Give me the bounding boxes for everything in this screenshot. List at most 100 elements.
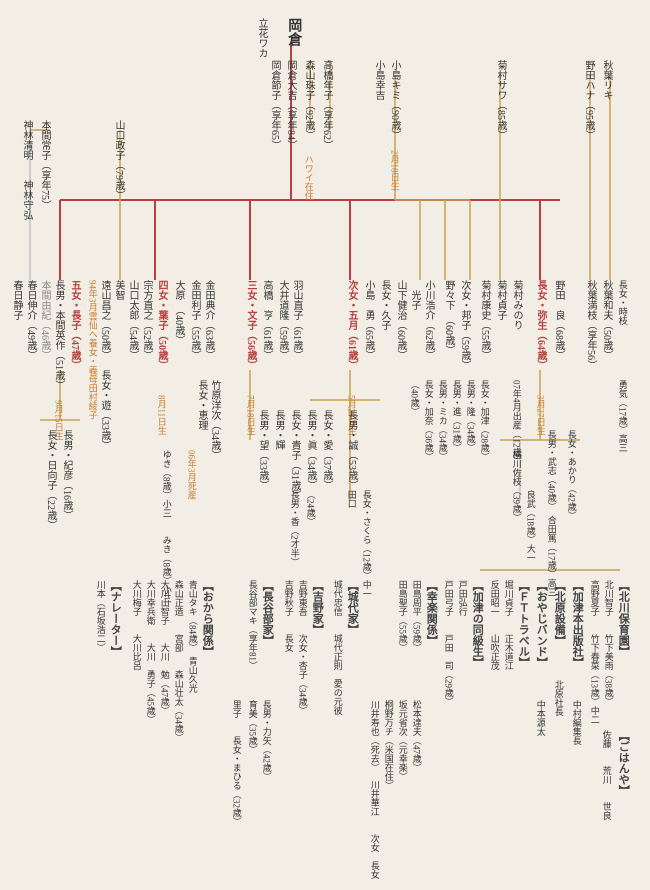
kikumura-sawa: 菊村サワ（85歳） <box>494 60 507 140</box>
noda-takeshi: 長男・武志（40歳） 合田篤（17歳）高三 <box>545 430 557 597</box>
moriyama-note: ハワイ在住 <box>302 155 314 200</box>
takahashi-tooru: 高橋 亨（61歳） <box>260 280 273 360</box>
akiba-mitako: 秋葉満枝（享年56） <box>584 280 597 370</box>
hasegabe-ikumi: 育美（35歳） <box>246 700 258 754</box>
tajima-shuhei: 田島周平（59歳） <box>410 580 422 652</box>
sec-kitahara: 北原設備 <box>552 580 566 646</box>
sec-kazu-pub: 加津本出版社 <box>570 580 584 668</box>
d4-note: 8月11日生 <box>155 395 167 435</box>
daughter-2: 次女・五月（61歳） <box>345 280 358 370</box>
yamaguchi-masako: 山口政子（79歳） <box>112 120 125 200</box>
sec-yoshino: 吉野家 <box>310 580 324 635</box>
honma-tsuneko: 本間常子（享年75） <box>38 120 51 210</box>
akiba-riki: 秋葉リキ <box>600 60 613 100</box>
moriyama-tamako: 森山珠子（92歳） <box>302 60 315 140</box>
kawai: 川井寿也（死去） <box>368 700 380 772</box>
takahashi-nozomi: 長男・望（33歳） <box>256 410 269 490</box>
tachibana-waka: 立花ワカ <box>255 18 268 58</box>
kirino: 桐野万チ（米国在住） <box>382 700 394 790</box>
yoshino-touko: 吉野東吾 次女・杏子（34歳） <box>296 580 308 715</box>
kawai-hanae: 川井華江 次女 長女 <box>368 780 380 879</box>
sec-koraku: 幸楽関係 <box>424 580 438 646</box>
daughter-5: 五女・長子（47歳） <box>68 280 81 370</box>
ookawa-umeko: 大川梅子 大川比呂 <box>130 580 142 670</box>
moriyama-shouzou: 森山正造 宮部 森山壮太（34歳） <box>172 580 184 742</box>
oyaji: 中本源太 <box>534 700 546 736</box>
noda-ryou: 野田 良（68歳） <box>552 280 565 360</box>
takahashi-ai2: （24歳） <box>304 490 316 526</box>
hasegabe-rikiya: 長男・力矢（42歳） <box>260 700 272 781</box>
d1-note: 3月27日生 <box>534 395 546 436</box>
noda-hana: 野田ハナ（95歳） <box>582 60 595 140</box>
noguchi-parent: 野々下 （60歳） <box>442 280 455 355</box>
yamashita-kouko: 光子 <box>408 280 421 310</box>
gohanya-people: 佐藤 荒川 世良 <box>600 730 612 820</box>
kitahara: 北原社長 <box>552 680 564 716</box>
yoshino-akiko: 吉野秋子 長女 <box>282 580 294 652</box>
sec-gohanya: ごはんや <box>616 730 630 796</box>
takano-natsuko: 高野夏子 竹下春菜（13歳）中二 <box>588 580 600 724</box>
noguchi-kazu: 長女・加津（28歳） <box>478 380 490 461</box>
noda-akari: 長女・あかり（42歳） <box>565 430 577 520</box>
munakata: 宗方直之（52歳） <box>140 280 153 360</box>
honma-norihiko: 長男・紀彦（16歳） <box>60 430 73 520</box>
hasegabe-riko: 里子 長女・まひる（32歳） <box>230 700 242 826</box>
takahashi-teru: 長男・輝 <box>272 410 285 450</box>
kazu-pub: 中村編集長 <box>570 700 582 745</box>
kikumura-minori: 菊村みのり <box>510 280 523 330</box>
kaneda-nobusuke: 金田典介（63歳） <box>202 280 215 360</box>
kojima-sakura: 長女・さくら（12歳）中一 <box>360 490 372 598</box>
kojima-kimi: 小島キミ（90歳） <box>388 60 401 140</box>
kasuga-shinsuke: 春日伸介（49歳） <box>24 280 37 360</box>
sec-ft: ＦＴトラベル <box>516 580 530 668</box>
tooyama-masayo: 遠山昌之（50歳） <box>98 280 111 360</box>
sec-hasegabe: 長谷部家 <box>260 580 274 646</box>
handa: 反田昭一 山吹正茂 <box>488 580 500 670</box>
takahashi-ai: 長女・愛（37歳） <box>320 410 333 490</box>
sec-kazu-class: 加津の同級生 <box>470 580 484 668</box>
hasegabe-maki: 長谷部マキ（享年81） <box>246 580 258 670</box>
takahashi-takako: 長女・貴子（31歳） <box>288 410 301 500</box>
sakamoto: 坂元省次（元幸楽） <box>396 700 408 781</box>
daughter-1: 長女・弥生（64歳） <box>534 280 547 370</box>
shiroda: 城代忠信 城代正則 愛の元彼 <box>331 580 343 715</box>
kojima-isamu: 小島 勇（65歳） <box>362 280 375 360</box>
sec-shiroda: 城代家 <box>345 580 359 635</box>
akiba-tokie: 長女・時枝 <box>616 280 628 325</box>
d3-note: 7月18日生 <box>244 395 256 436</box>
kitagawa-tomoko: 北川智子 竹下美雨（38歳） <box>602 580 614 706</box>
kaneda-riko: 金田利子（55歳） <box>188 280 201 360</box>
kikumura-sadako: 菊村貞子 <box>494 280 507 320</box>
okura-setsuko: 岡倉節子（享年65） <box>268 60 281 150</box>
okura-daikichi: 岡倉大吉（享年84） <box>284 60 297 150</box>
honma-yuki: 本間由紀（46歳） <box>38 280 51 360</box>
tooyama-yuu: 長女・遊（33歳） <box>98 370 111 450</box>
kojima-hisako: 長女・久子 <box>378 280 391 330</box>
ogawa: 小川浩介（62歳） <box>422 280 435 360</box>
hori-sadako: 堀川貞子 正木道江 <box>502 580 514 670</box>
narrator: 川本（石坂浩二） <box>94 580 106 652</box>
takahashi-toshiko: 高橋年子（享年62） <box>320 60 333 150</box>
yamaguchi-taro: 山口太郎（54歳） <box>126 280 139 360</box>
kojima-makoto: 長男・誠（53歳） <box>345 410 358 490</box>
honma-hinako: 長女・日向子（22歳） <box>44 430 57 530</box>
kojima-hikaru: （40歳） <box>408 380 420 416</box>
sec-okara: おから関係 <box>200 580 214 657</box>
tajima-seiko: 田島聖子（55歳） <box>396 580 408 652</box>
takehara: 竹原洋次（34歳） <box>208 380 221 460</box>
sec-hoikuen: 北川保育園 <box>616 580 630 657</box>
ookawa-kohei: 大川幸兵衛 大川 勇子（45歳） <box>144 580 156 724</box>
hayama: 羽山直子（61歳） <box>290 280 303 360</box>
kojima-kana: 長女・加奈（36歳） <box>422 380 434 461</box>
taguchi: 田口 <box>345 490 357 508</box>
yokokawa: 横川佐枝（39歳） <box>510 450 522 522</box>
toda-yumiko: 戸田弓子 戸田 司（29歳） <box>442 580 454 706</box>
kojima-susumu: 長男・進（31歳） <box>450 380 462 452</box>
akiba-kazuo: 秋葉和夫（50歳） <box>600 280 613 360</box>
honma-eisaku: 長男・本間英作（51歳） <box>52 280 65 390</box>
tooyama-note: 94年3月雲仙へ養女・義母田村綾子 <box>86 280 98 420</box>
takahashi-shin: 長男・眞（34歳） <box>304 410 317 490</box>
noguchi-takashi: 長男・隆（34歳） <box>464 380 476 452</box>
kasuga-shizuko: 春日静子 <box>10 280 23 320</box>
sec-narrator: ナレーター <box>108 580 122 657</box>
